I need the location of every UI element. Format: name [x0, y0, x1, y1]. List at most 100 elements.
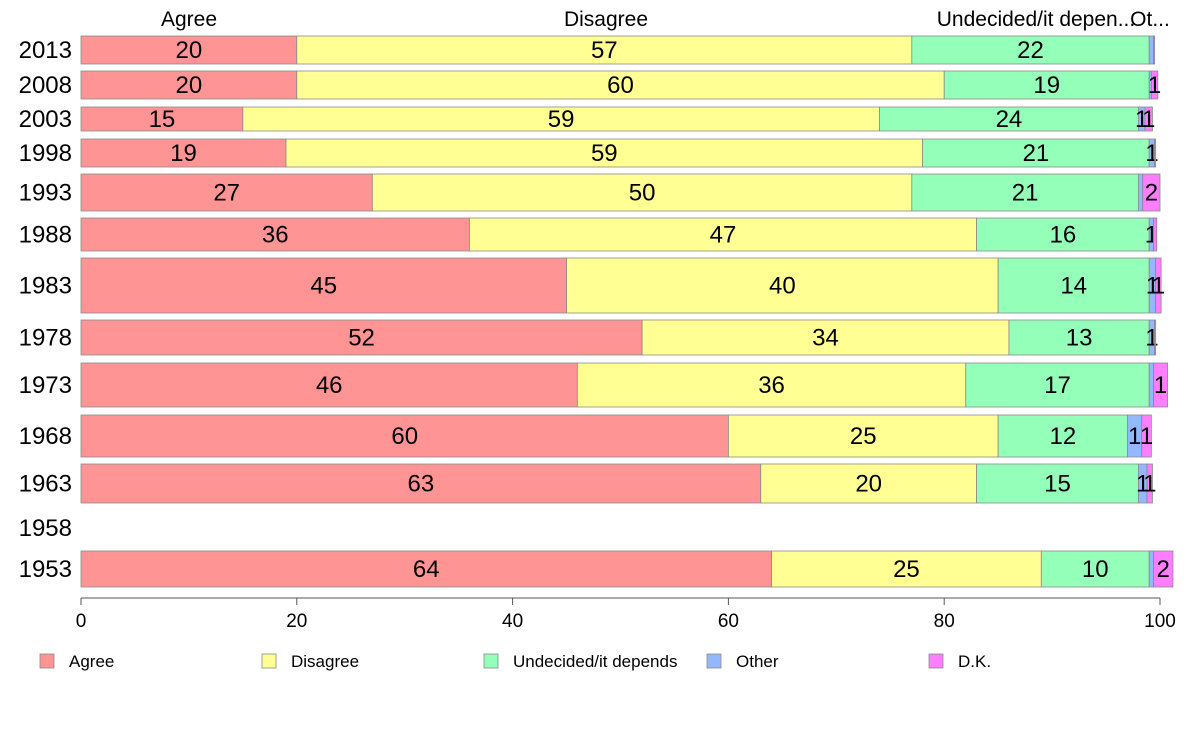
category-label: 1973 [19, 372, 72, 399]
x-tick-label: 100 [1144, 611, 1176, 632]
bar-segment [1153, 217, 1158, 252]
legend-label: Agree [69, 652, 114, 671]
legend-swatch [39, 653, 55, 669]
column-header: Agree [161, 8, 217, 31]
bar-segment [1141, 414, 1152, 458]
bar-row: 1958 [19, 515, 72, 542]
bar-segment [1040, 550, 1150, 588]
bar-row: 1968 60 25 12 11 [19, 414, 1153, 458]
data-label: 15 [149, 106, 176, 133]
category-label: 1963 [19, 471, 72, 498]
data-label: 59 [591, 140, 618, 167]
data-label: 2 [1157, 556, 1170, 583]
bar-segment [80, 173, 373, 212]
data-label: 64 [413, 556, 440, 583]
legend-item: Disagree [261, 652, 359, 671]
bar-row: 1993 27 50 21 2 [19, 173, 1161, 212]
bar-segment [1148, 35, 1154, 65]
data-label: 40 [769, 273, 796, 300]
bar-segment [1146, 463, 1153, 504]
bar-segment [80, 217, 470, 252]
category-label: 2008 [19, 72, 72, 99]
data-label: 13 [1066, 325, 1093, 352]
data-label: 34 [812, 325, 839, 352]
bar-segment [879, 106, 1139, 132]
legend-item: D.K. [928, 652, 991, 671]
column-header: Disagree [564, 8, 648, 31]
bar-segment [1154, 319, 1157, 356]
data-label: 25 [893, 556, 920, 583]
data-label: 20 [176, 72, 203, 99]
data-label: 20 [855, 471, 882, 498]
legend-label: Undecided/it depends [513, 652, 677, 671]
legend-label: Other [736, 652, 779, 671]
bar-segment [80, 257, 567, 314]
bar-segment [1153, 35, 1156, 65]
bar-segment [728, 414, 999, 458]
legend-swatch [261, 653, 277, 669]
bar-segment [80, 106, 244, 132]
category-label: 1988 [19, 222, 72, 249]
legend-label: Disagree [291, 652, 359, 671]
legend-item: Other [706, 652, 779, 671]
legend-label: D.K. [958, 652, 991, 671]
bar-segment [242, 106, 880, 132]
bar-segment [566, 257, 999, 314]
category-label: 1978 [19, 325, 72, 352]
data-label: 17 [1044, 372, 1071, 399]
data-label: 15 [1044, 471, 1071, 498]
bar-segment [80, 463, 762, 504]
bar-segment [1008, 319, 1150, 356]
bar-segment [576, 362, 967, 408]
bar-row: 1988 36 47 16 1 [19, 217, 1158, 252]
bar-row: 2013 20 57 22 [19, 35, 1156, 65]
data-label: 21 [1023, 140, 1050, 167]
data-label: 19 [1033, 72, 1060, 99]
legend-item: Agree [39, 652, 114, 671]
category-label: 1958 [19, 515, 72, 542]
data-label: 1 [1142, 106, 1155, 133]
bar-segment [80, 362, 578, 408]
data-label: 10 [1082, 556, 1109, 583]
data-label: 1 [1143, 471, 1156, 498]
category-label: 2003 [19, 106, 72, 133]
data-label: 50 [629, 180, 656, 207]
bar-segment [641, 319, 1010, 356]
data-label: 36 [758, 372, 785, 399]
bar-segment [80, 35, 298, 65]
bar-segment [1144, 106, 1153, 132]
data-label: 1 [1128, 423, 1141, 450]
bar-segment [943, 70, 1150, 100]
column-headers: Agree Disagree Undecided/it depen...Ot... [161, 8, 1170, 31]
category-label: 1983 [19, 273, 72, 300]
bar-row: 1983 45 40 14 11 [19, 257, 1165, 314]
data-label: 36 [262, 222, 289, 249]
bar-segment [80, 414, 729, 458]
x-axis: 0 20 40 60 80 100 [76, 597, 1176, 632]
x-tick-label: 60 [718, 611, 739, 632]
x-tick-label: 20 [286, 611, 307, 632]
bar-row: 1963 63 20 15 11 [19, 463, 1156, 504]
bar-segment [976, 217, 1150, 252]
data-label: 1 [1140, 423, 1153, 450]
bar-segment [1138, 173, 1144, 212]
data-label: 14 [1060, 273, 1087, 300]
legend-swatch [928, 653, 944, 669]
bar-segment [922, 138, 1150, 168]
data-label: 19 [170, 140, 197, 167]
bar-segment [1150, 70, 1159, 100]
bar-segment [1155, 257, 1162, 314]
bar-segment [296, 35, 913, 65]
category-label: 1998 [19, 140, 72, 167]
bar-segment [1153, 550, 1174, 588]
data-label: 20 [176, 37, 203, 64]
bar-segment [1148, 550, 1154, 588]
bar-row: 2003 15 59 24 11 [19, 106, 1156, 133]
bar-segment [371, 173, 913, 212]
bar-row: 1998 19 59 21 1 [19, 138, 1159, 168]
data-label: 27 [213, 180, 240, 207]
bar-row: 1953 64 25 10 2 [19, 550, 1174, 588]
data-label: 21 [1012, 180, 1039, 207]
